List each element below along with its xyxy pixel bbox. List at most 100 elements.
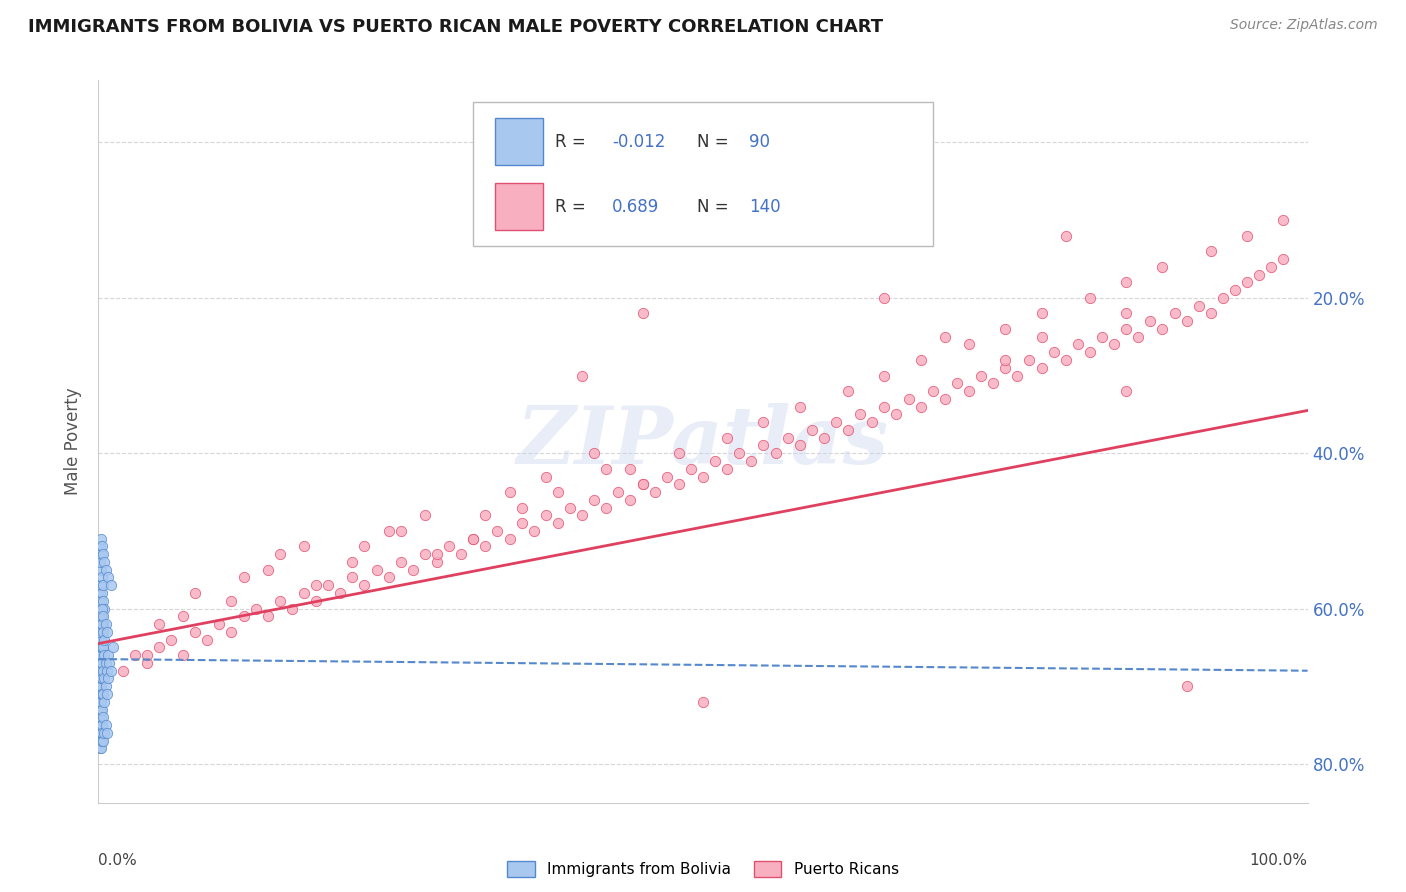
- Point: [89, 632, 111, 647]
- Point: [366, 563, 388, 577]
- Point: [172, 609, 194, 624]
- Text: R =: R =: [555, 133, 592, 151]
- Point: [463, 532, 485, 546]
- Point: [90, 617, 112, 632]
- Point: [97, 648, 120, 663]
- Point: [860, 415, 883, 429]
- Point: [184, 624, 207, 639]
- Point: [413, 547, 436, 561]
- Point: [450, 547, 472, 561]
- Point: [1078, 291, 1101, 305]
- Point: [90, 695, 112, 709]
- Point: [91, 702, 114, 716]
- Point: [94, 679, 117, 693]
- Point: [90, 733, 112, 747]
- Point: [98, 656, 121, 670]
- Point: [679, 461, 702, 475]
- Point: [292, 586, 315, 600]
- Point: [90, 664, 112, 678]
- Text: -0.012: -0.012: [613, 133, 665, 151]
- Point: [89, 624, 111, 639]
- Point: [91, 687, 114, 701]
- Point: [740, 454, 762, 468]
- Point: [897, 392, 920, 406]
- Point: [101, 640, 124, 655]
- Point: [97, 570, 120, 584]
- Point: [232, 609, 254, 624]
- Point: [1163, 306, 1185, 320]
- Point: [752, 415, 775, 429]
- Point: [1199, 244, 1222, 259]
- Point: [1175, 679, 1198, 693]
- Point: [377, 524, 399, 538]
- Point: [90, 632, 112, 647]
- Point: [221, 624, 243, 639]
- Point: [510, 516, 533, 530]
- Point: [1249, 268, 1271, 282]
- Point: [148, 640, 170, 655]
- Point: [91, 656, 114, 670]
- Point: [96, 687, 118, 701]
- Point: [765, 446, 787, 460]
- Point: [728, 446, 751, 460]
- Text: 140: 140: [749, 198, 780, 216]
- Text: ZIPatlas: ZIPatlas: [517, 403, 889, 480]
- Bar: [495, 119, 543, 165]
- Point: [1091, 329, 1114, 343]
- Point: [90, 687, 112, 701]
- Point: [571, 368, 593, 383]
- Point: [426, 555, 449, 569]
- Point: [486, 524, 509, 538]
- Point: [377, 570, 399, 584]
- Point: [90, 648, 112, 663]
- Point: [135, 648, 157, 663]
- Point: [91, 578, 114, 592]
- Point: [353, 540, 375, 554]
- Point: [1260, 260, 1282, 274]
- Point: [269, 547, 291, 561]
- Point: [91, 640, 114, 655]
- Point: [970, 368, 993, 383]
- Point: [316, 578, 339, 592]
- Point: [100, 578, 122, 592]
- Point: [1115, 384, 1137, 398]
- Point: [837, 384, 859, 398]
- Point: [94, 563, 117, 577]
- Point: [90, 710, 112, 724]
- Point: [655, 469, 678, 483]
- Point: [402, 563, 425, 577]
- Point: [873, 368, 896, 383]
- Point: [124, 648, 146, 663]
- Point: [96, 726, 118, 740]
- Point: [160, 632, 183, 647]
- Point: [498, 485, 520, 500]
- Point: [97, 672, 120, 686]
- Point: [716, 431, 738, 445]
- Point: [474, 508, 496, 523]
- Point: [994, 360, 1017, 375]
- Point: [789, 400, 811, 414]
- Point: [716, 461, 738, 475]
- Point: [994, 353, 1017, 368]
- Point: [91, 624, 114, 639]
- Point: [1199, 306, 1222, 320]
- Point: [91, 617, 114, 632]
- Point: [1115, 322, 1137, 336]
- Point: [93, 695, 115, 709]
- Text: 100.0%: 100.0%: [1250, 854, 1308, 869]
- Point: [342, 555, 364, 569]
- Point: [96, 624, 118, 639]
- Point: [776, 431, 799, 445]
- Point: [93, 555, 115, 569]
- Point: [595, 461, 617, 475]
- Point: [93, 648, 115, 663]
- Point: [90, 609, 112, 624]
- Point: [90, 624, 112, 639]
- Point: [91, 540, 114, 554]
- Point: [91, 547, 114, 561]
- Text: R =: R =: [555, 198, 592, 216]
- Point: [245, 601, 267, 615]
- Point: [89, 640, 111, 655]
- Point: [89, 601, 111, 615]
- Point: [957, 384, 980, 398]
